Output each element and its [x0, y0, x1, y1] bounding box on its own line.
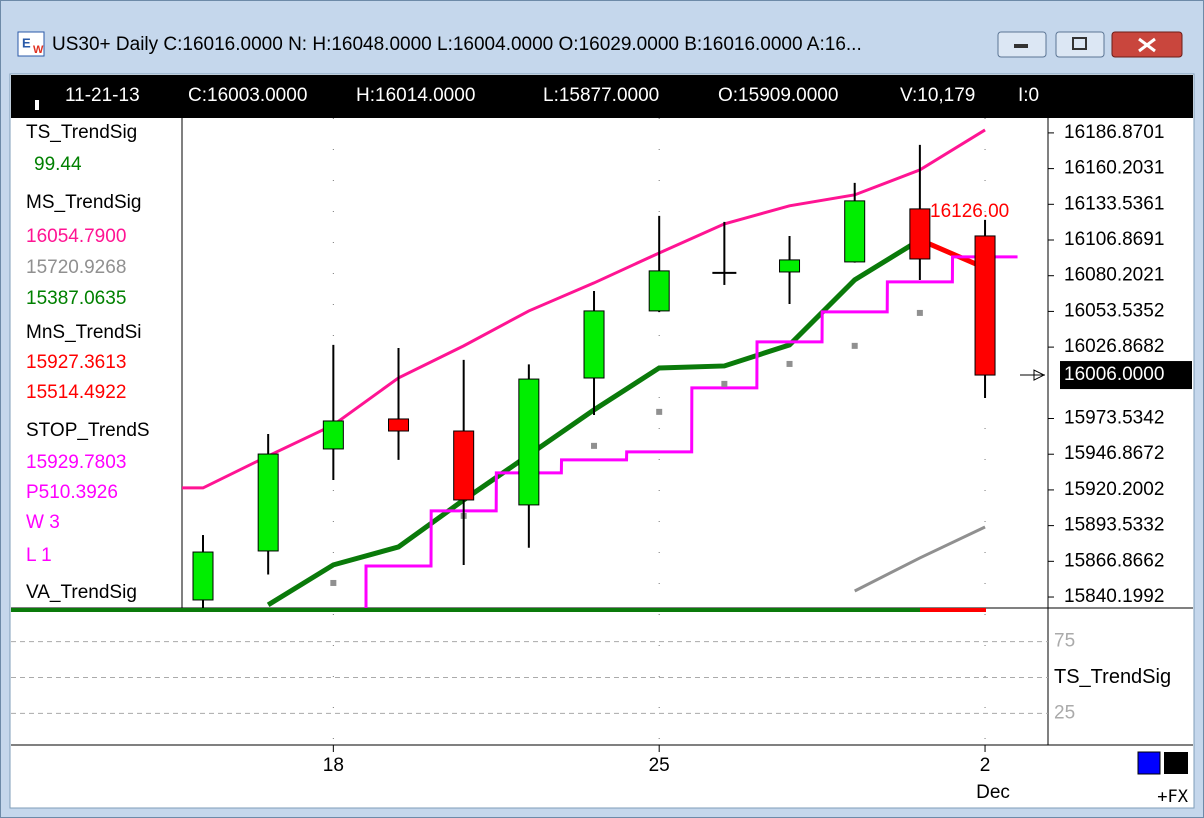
x-month-label: Dec	[976, 782, 1010, 803]
band-line	[182, 128, 986, 490]
maximize-button[interactable]	[1055, 31, 1105, 58]
dot	[591, 442, 598, 449]
last-price-label: 16006.0000	[1064, 364, 1164, 385]
indicator-text: VA_TrendSig	[26, 582, 137, 603]
indicator-text: TS_TrendSig	[26, 122, 137, 143]
y-tick-label: 15973.5342	[1064, 408, 1164, 429]
y-tick-label: 15893.5332	[1064, 515, 1164, 536]
candle-body	[648, 270, 670, 312]
indicator-text: W 3	[26, 512, 60, 533]
indicator-text: 15927.3613	[26, 352, 126, 373]
indicator-text: 15720.9268	[26, 257, 126, 278]
y-tick-label: 16106.8691	[1064, 229, 1164, 250]
y-tick-label: 15920.2002	[1064, 479, 1164, 500]
candle-body	[974, 235, 996, 376]
info-bar	[11, 75, 1193, 118]
indicator-text: 15929.7803	[26, 452, 126, 473]
info-field: I:0	[1018, 85, 1039, 106]
indicator-text: 15514.4922	[26, 382, 126, 403]
candle-body	[257, 453, 279, 552]
candle-body	[518, 378, 540, 506]
client-area	[9, 73, 1195, 809]
indicator-line	[854, 525, 986, 593]
dot	[330, 579, 337, 586]
info-field: 11-21-13	[65, 85, 140, 106]
info-field: H:16014.0000	[356, 85, 475, 106]
color-swatch	[1137, 751, 1161, 775]
dot	[786, 360, 793, 367]
y-tick-label: 15840.1992	[1064, 586, 1164, 607]
indicator-text: MnS_TrendSi	[26, 322, 141, 343]
y-tick-label: 16133.5361	[1064, 193, 1164, 214]
info-field: V:10,179	[900, 85, 975, 106]
dot	[721, 380, 728, 387]
indicator-text: 16054.7900	[26, 226, 126, 247]
sub-tick-label: TS_TrendSig	[1054, 666, 1171, 688]
candle-body	[779, 259, 801, 273]
info-field: L:15877.0000	[543, 85, 659, 106]
y-tick-label: 15866.8662	[1064, 550, 1164, 571]
indicator-text: STOP_TrendS	[26, 420, 150, 441]
y-tick-label: 16053.5352	[1064, 300, 1164, 321]
stop-line	[364, 255, 1018, 608]
candle-body	[909, 208, 931, 260]
dot	[851, 342, 858, 349]
corner-label: +FX	[1157, 787, 1188, 807]
info-field: O:15909.0000	[718, 85, 838, 106]
color-swatch	[1164, 752, 1188, 774]
y-tick-label: 15946.8672	[1064, 443, 1164, 464]
last-price-box	[1060, 361, 1192, 390]
app-icon	[17, 31, 45, 57]
sub-tick-label: 25	[1054, 702, 1075, 723]
app-icon-glyph: W	[33, 44, 44, 56]
indicator-text: 99.44	[34, 154, 82, 175]
indicator-text: MS_TrendSig	[26, 192, 141, 213]
window-title: US30+ Daily C:16016.0000 N: H:16048.0000…	[52, 34, 862, 55]
annotation: 16126.00	[930, 201, 1009, 222]
plot-layer	[182, 128, 1018, 608]
last-price-arrow	[1020, 369, 1046, 381]
dot	[916, 309, 923, 316]
dot	[656, 408, 663, 415]
indicator-text: P510.3926	[26, 482, 118, 503]
y-tick-label: 16160.2031	[1064, 158, 1164, 179]
candle-body	[844, 200, 866, 263]
info-marker	[35, 100, 39, 110]
app-icon-glyph: E	[22, 35, 31, 50]
candle-body	[192, 551, 214, 601]
candle-body	[583, 310, 605, 379]
y-tick-label: 16080.2021	[1064, 265, 1164, 286]
sub-tick-label: 75	[1054, 631, 1075, 652]
x-tick-label: 25	[649, 755, 670, 776]
close-icon	[1138, 37, 1156, 53]
candle-body	[453, 430, 475, 501]
y-tick-label: 16026.8682	[1064, 336, 1164, 357]
candle-body	[322, 420, 344, 450]
indicator-line	[918, 237, 987, 271]
x-tick-label: 2	[980, 755, 991, 776]
info-field: C:16003.0000	[188, 85, 307, 106]
maximize-icon	[1072, 37, 1087, 50]
candle-body	[388, 418, 410, 432]
y-tick-label: 16186.8701	[1064, 122, 1164, 143]
indicator-text: L 1	[26, 545, 52, 566]
indicator-text: 15387.0635	[26, 288, 126, 309]
minimize-icon	[1014, 44, 1028, 48]
x-tick-label: 18	[323, 755, 344, 776]
